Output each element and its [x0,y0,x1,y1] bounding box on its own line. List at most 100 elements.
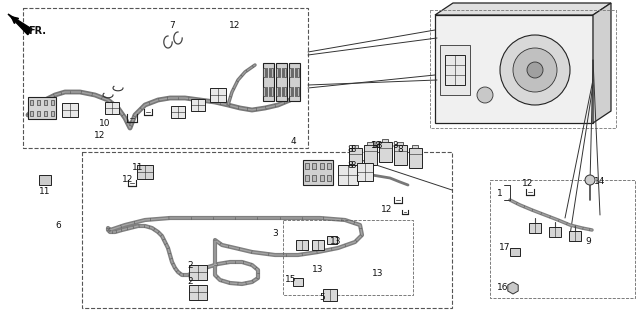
Bar [29,111,33,116]
Bar [275,63,287,101]
Bar [381,139,388,142]
Bar [51,111,54,116]
Bar [328,163,331,169]
Text: 2: 2 [187,278,193,286]
Bar [292,87,293,96]
Bar [357,163,373,181]
Bar [171,106,185,118]
Text: 17: 17 [499,243,511,253]
Bar [364,145,376,165]
Bar [378,142,392,162]
Text: 16: 16 [497,284,509,293]
Text: 8: 8 [347,145,353,154]
Bar [529,223,541,233]
Bar [266,68,268,77]
Bar [312,163,316,169]
Text: 12: 12 [229,21,241,31]
Bar [282,87,283,96]
Text: 8: 8 [347,160,353,169]
Bar [490,180,635,298]
Bar [312,175,316,182]
Bar [397,142,403,145]
Polygon shape [8,14,32,35]
Bar [44,111,47,116]
Bar [262,63,273,101]
Text: 8: 8 [350,160,356,169]
Bar [408,148,422,168]
Bar [312,240,324,250]
Text: 12: 12 [381,205,393,214]
Text: 10: 10 [99,118,111,128]
Bar [298,87,299,96]
Bar [29,100,33,105]
Circle shape [527,62,543,78]
Bar [283,220,413,295]
Polygon shape [435,3,611,15]
Bar [189,264,207,279]
Text: 13: 13 [312,265,324,275]
Bar [276,87,278,96]
Bar [293,278,303,286]
Text: 8: 8 [397,145,403,154]
Bar [549,227,561,237]
Bar [284,87,286,96]
Bar [39,175,51,185]
Circle shape [585,175,595,185]
Bar [298,68,299,77]
Text: 13: 13 [330,236,342,246]
Bar [105,102,119,114]
Bar [44,100,47,105]
Bar [263,68,264,77]
Circle shape [477,87,493,103]
Bar [189,285,207,300]
Text: 11: 11 [132,162,144,172]
Bar [296,240,308,250]
Text: 9: 9 [585,238,591,247]
Bar [445,55,465,85]
Circle shape [500,35,570,105]
Bar [23,8,308,148]
Bar [328,175,331,182]
Bar [137,165,153,179]
Bar [36,100,40,105]
Text: 1: 1 [497,189,503,197]
Text: 12: 12 [122,175,134,184]
Bar [263,87,264,96]
Bar [289,68,291,77]
Bar [266,87,268,96]
Text: 18: 18 [370,140,380,150]
Text: 15: 15 [285,276,297,285]
Text: 14: 14 [595,176,605,186]
Bar [36,111,40,116]
Circle shape [513,48,557,92]
Text: 18: 18 [372,140,384,150]
Bar [284,68,286,77]
Bar [440,45,470,95]
Bar [269,87,270,96]
Bar [82,152,452,308]
Bar [352,145,358,148]
Bar [276,68,278,77]
Bar [320,175,324,182]
Text: 6: 6 [55,220,61,229]
Bar [338,165,358,185]
Bar [412,145,419,148]
Bar [271,87,273,96]
Text: 8: 8 [350,145,356,154]
Bar [367,142,373,145]
Bar [289,63,300,101]
Bar [349,148,362,168]
Bar [210,88,226,102]
Text: 12: 12 [94,130,106,139]
Bar [303,160,333,184]
Bar [430,10,616,128]
Text: 7: 7 [169,21,175,31]
Bar [569,231,581,241]
Bar [51,100,54,105]
Text: 13: 13 [372,269,384,278]
Bar [191,99,205,111]
Bar [279,68,280,77]
Bar [305,175,308,182]
Bar [62,103,78,117]
Bar [282,68,283,77]
